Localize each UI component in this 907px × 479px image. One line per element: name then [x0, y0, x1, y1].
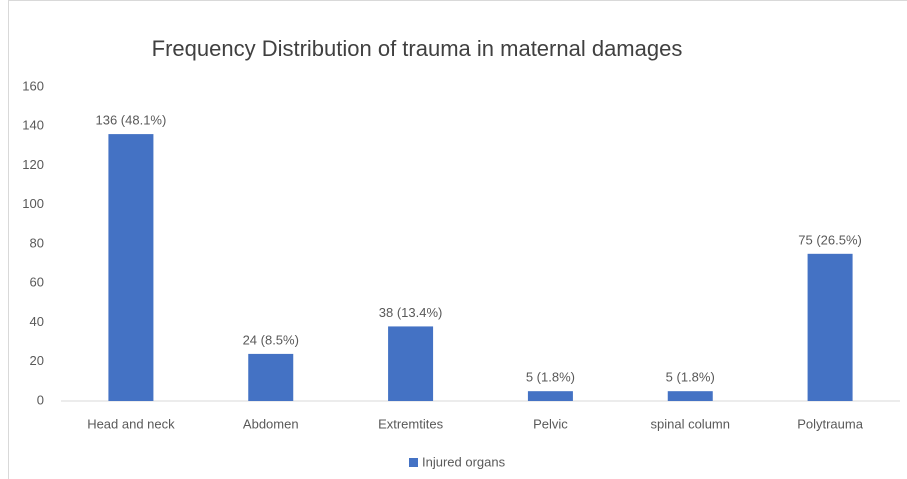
x-tick-label: Polytrauma: [797, 416, 864, 431]
bar: [667, 391, 713, 401]
x-tick-label: Head and neck: [87, 416, 175, 431]
chart-border: [8, 0, 907, 479]
data-label: 24 (8.5%): [243, 332, 299, 347]
legend-label: Injured organs: [422, 454, 506, 469]
chart-title: Frequency Distribution of trauma in mate…: [152, 36, 683, 61]
bar: [388, 326, 434, 401]
y-tick-label: 0: [37, 392, 44, 407]
x-tick-label: Abdomen: [243, 416, 299, 431]
y-tick-label: 20: [30, 353, 44, 368]
y-tick-label: 40: [30, 314, 44, 329]
y-tick-label: 160: [22, 78, 44, 93]
data-label: 5 (1.8%): [526, 370, 575, 385]
x-tick-label: spinal column: [651, 416, 731, 431]
data-label: 75 (26.5%): [798, 232, 862, 247]
x-tick-label: Extremtites: [378, 416, 444, 431]
data-label: 136 (48.1%): [96, 113, 167, 128]
bar: [248, 353, 294, 401]
x-tick-label: Pelvic: [533, 416, 568, 431]
bar: [108, 134, 154, 401]
bar: [807, 253, 853, 401]
y-tick-label: 60: [30, 275, 44, 290]
data-label: 5 (1.8%): [666, 370, 715, 385]
y-tick-label: 120: [22, 157, 44, 172]
bar: [527, 391, 573, 401]
y-tick-label: 140: [22, 118, 44, 133]
data-label: 38 (13.4%): [379, 305, 443, 320]
y-tick-label: 80: [30, 235, 44, 250]
legend-swatch: [409, 458, 418, 467]
y-tick-label: 100: [22, 196, 44, 211]
